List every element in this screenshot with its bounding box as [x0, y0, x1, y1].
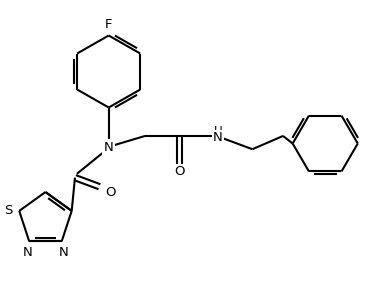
Text: F: F	[105, 18, 112, 32]
Text: N: N	[104, 141, 113, 154]
Text: N: N	[59, 245, 68, 259]
Text: S: S	[4, 204, 13, 217]
Text: H: H	[213, 125, 222, 138]
Text: N: N	[213, 131, 223, 144]
Text: O: O	[174, 166, 185, 178]
Text: N: N	[22, 245, 32, 259]
Text: O: O	[105, 185, 115, 199]
